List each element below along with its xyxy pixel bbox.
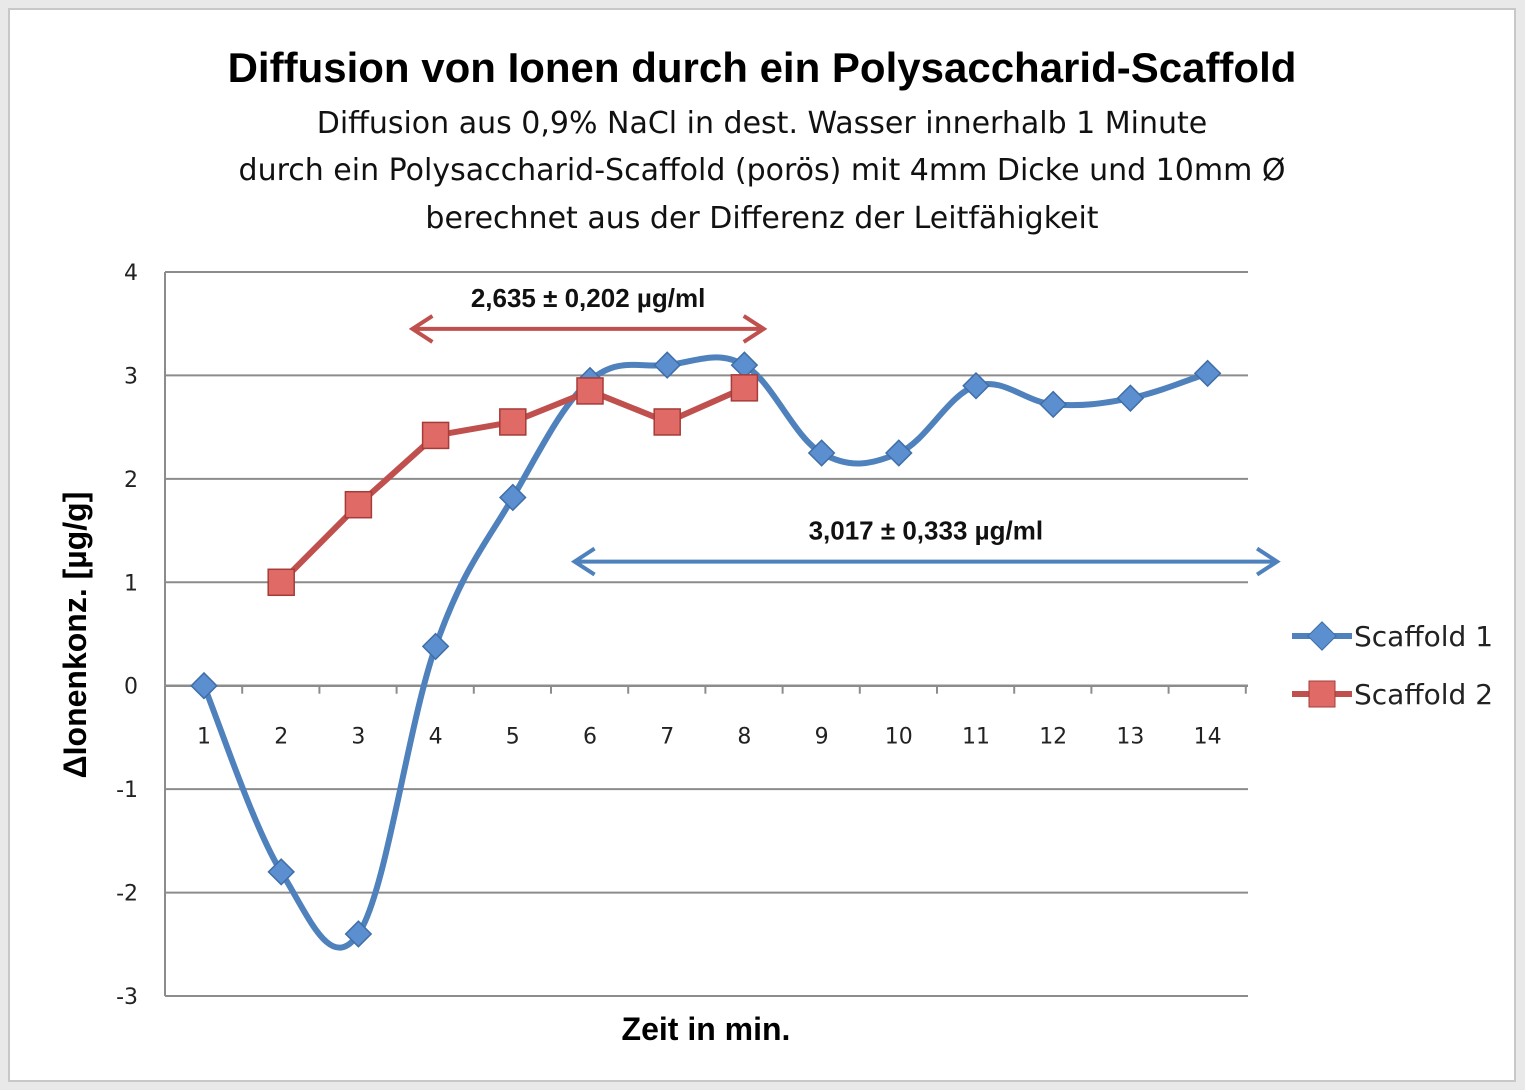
chart-subtitle-line-1: Diffusion aus 0,9% NaCl in dest. Wasser … [317, 106, 1208, 141]
annotation-label-scaffold-1: 3,017 ± 0,333 µg/ml [809, 516, 1044, 546]
x-tick-label-4: 4 [429, 725, 443, 750]
series-line-scaffold-1 [201, 354, 1209, 951]
legend-marker-scaffold-1 [1307, 621, 1337, 651]
x-tick-label-12: 12 [1039, 725, 1067, 750]
y-tick-label-3: 3 [124, 364, 138, 389]
y-tick-labels: 4 3 2 1 0 -1 -2 -3 [116, 261, 138, 1010]
data-point-scaffold-2-x6 [576, 377, 604, 405]
legend-marker-scaffold-2 [1308, 680, 1336, 708]
data-point-scaffold-1-x11 [962, 371, 990, 400]
data-point-scaffold-2-x4 [421, 421, 450, 450]
chart-title: Diffusion von Ionen durch ein Polysaccha… [228, 44, 1297, 91]
data-point-scaffold-1-x3 [344, 920, 373, 948]
x-axis [164, 684, 1248, 694]
data-point-scaffold-2-x8 [730, 374, 759, 402]
y-tick-label-4: 4 [124, 261, 138, 286]
chart-subtitle-line-3: berechnet aus der Differenz der Leitfähi… [425, 201, 1098, 236]
annotations: 2,635 ± 0,202 µg/ml 3,017 ± 0,333 µg/ml [408, 283, 1281, 577]
y-tick-label--2: -2 [116, 882, 138, 907]
data-point-scaffold-1-x5 [499, 483, 527, 512]
annotation-arrow-scaffold-1 [570, 546, 1281, 577]
x-tick-label-11: 11 [962, 725, 990, 750]
data-point-scaffold-2-x5 [499, 408, 527, 436]
y-tick-label--1: -1 [116, 778, 138, 803]
legend-item-scaffold-2: Scaffold 2 [1292, 678, 1493, 711]
x-tick-label-3: 3 [351, 725, 365, 750]
x-tick-label-6: 6 [583, 725, 597, 750]
annotation-arrow-scaffold-2 [408, 314, 768, 344]
data-point-scaffold-1-x1 [190, 671, 218, 700]
x-tick-label-9: 9 [815, 725, 829, 750]
data-point-scaffold-1-x13 [1116, 384, 1145, 412]
gridlines [164, 271, 1248, 997]
data-point-scaffold-1-x7 [653, 351, 681, 379]
x-tick-label-1: 1 [197, 725, 211, 750]
x-tick-label-10: 10 [885, 725, 913, 750]
x-tick-label-14: 14 [1194, 725, 1222, 750]
data-point-scaffold-2-x2 [267, 568, 295, 597]
x-tick-label-2: 2 [274, 725, 288, 750]
x-tick-label-7: 7 [660, 725, 674, 750]
legend-label-scaffold-2: Scaffold 2 [1354, 678, 1493, 711]
chart-frame [8, 8, 1516, 1082]
y-tick-label-2: 2 [124, 468, 138, 493]
data-point-scaffold-2-x3 [344, 490, 373, 519]
y-tick-label--3: -3 [116, 985, 138, 1010]
x-axis-label: Zeit in min. [622, 1011, 791, 1047]
x-tick-labels: 1 2 3 4 5 6 7 8 9 10 11 12 13 14 [197, 725, 1222, 750]
legend-label-scaffold-1: Scaffold 1 [1354, 620, 1493, 653]
x-tick-label-13: 13 [1116, 725, 1144, 750]
legend-item-scaffold-1: Scaffold 1 [1292, 620, 1493, 653]
data-point-scaffold-1-x10 [885, 439, 913, 467]
y-tick-label-0: 0 [124, 675, 138, 700]
data-point-scaffold-1-x14 [1193, 359, 1222, 388]
y-axis-label: ΔIonenkonz. [µg/g] [57, 492, 93, 779]
legend: Scaffold 1 Scaffold 2 [1292, 620, 1493, 711]
y-tick-label-1: 1 [124, 571, 138, 596]
x-tick-label-8: 8 [737, 725, 751, 750]
data-point-scaffold-1-x9 [807, 439, 836, 467]
data-point-scaffold-1-x8 [730, 351, 759, 379]
x-tick-label-5: 5 [506, 725, 520, 750]
data-point-scaffold-1-x12 [1039, 390, 1067, 419]
data-point-scaffold-2-x7 [653, 408, 681, 436]
data-point-scaffold-1-x4 [421, 632, 450, 661]
chart-subtitle-line-2: durch ein Polysaccharid-Scaffold (porös)… [239, 153, 1286, 188]
data-series [190, 351, 1222, 951]
data-point-scaffold-1-x2 [267, 858, 295, 886]
annotation-label-scaffold-2: 2,635 ± 0,202 µg/ml [471, 283, 706, 313]
